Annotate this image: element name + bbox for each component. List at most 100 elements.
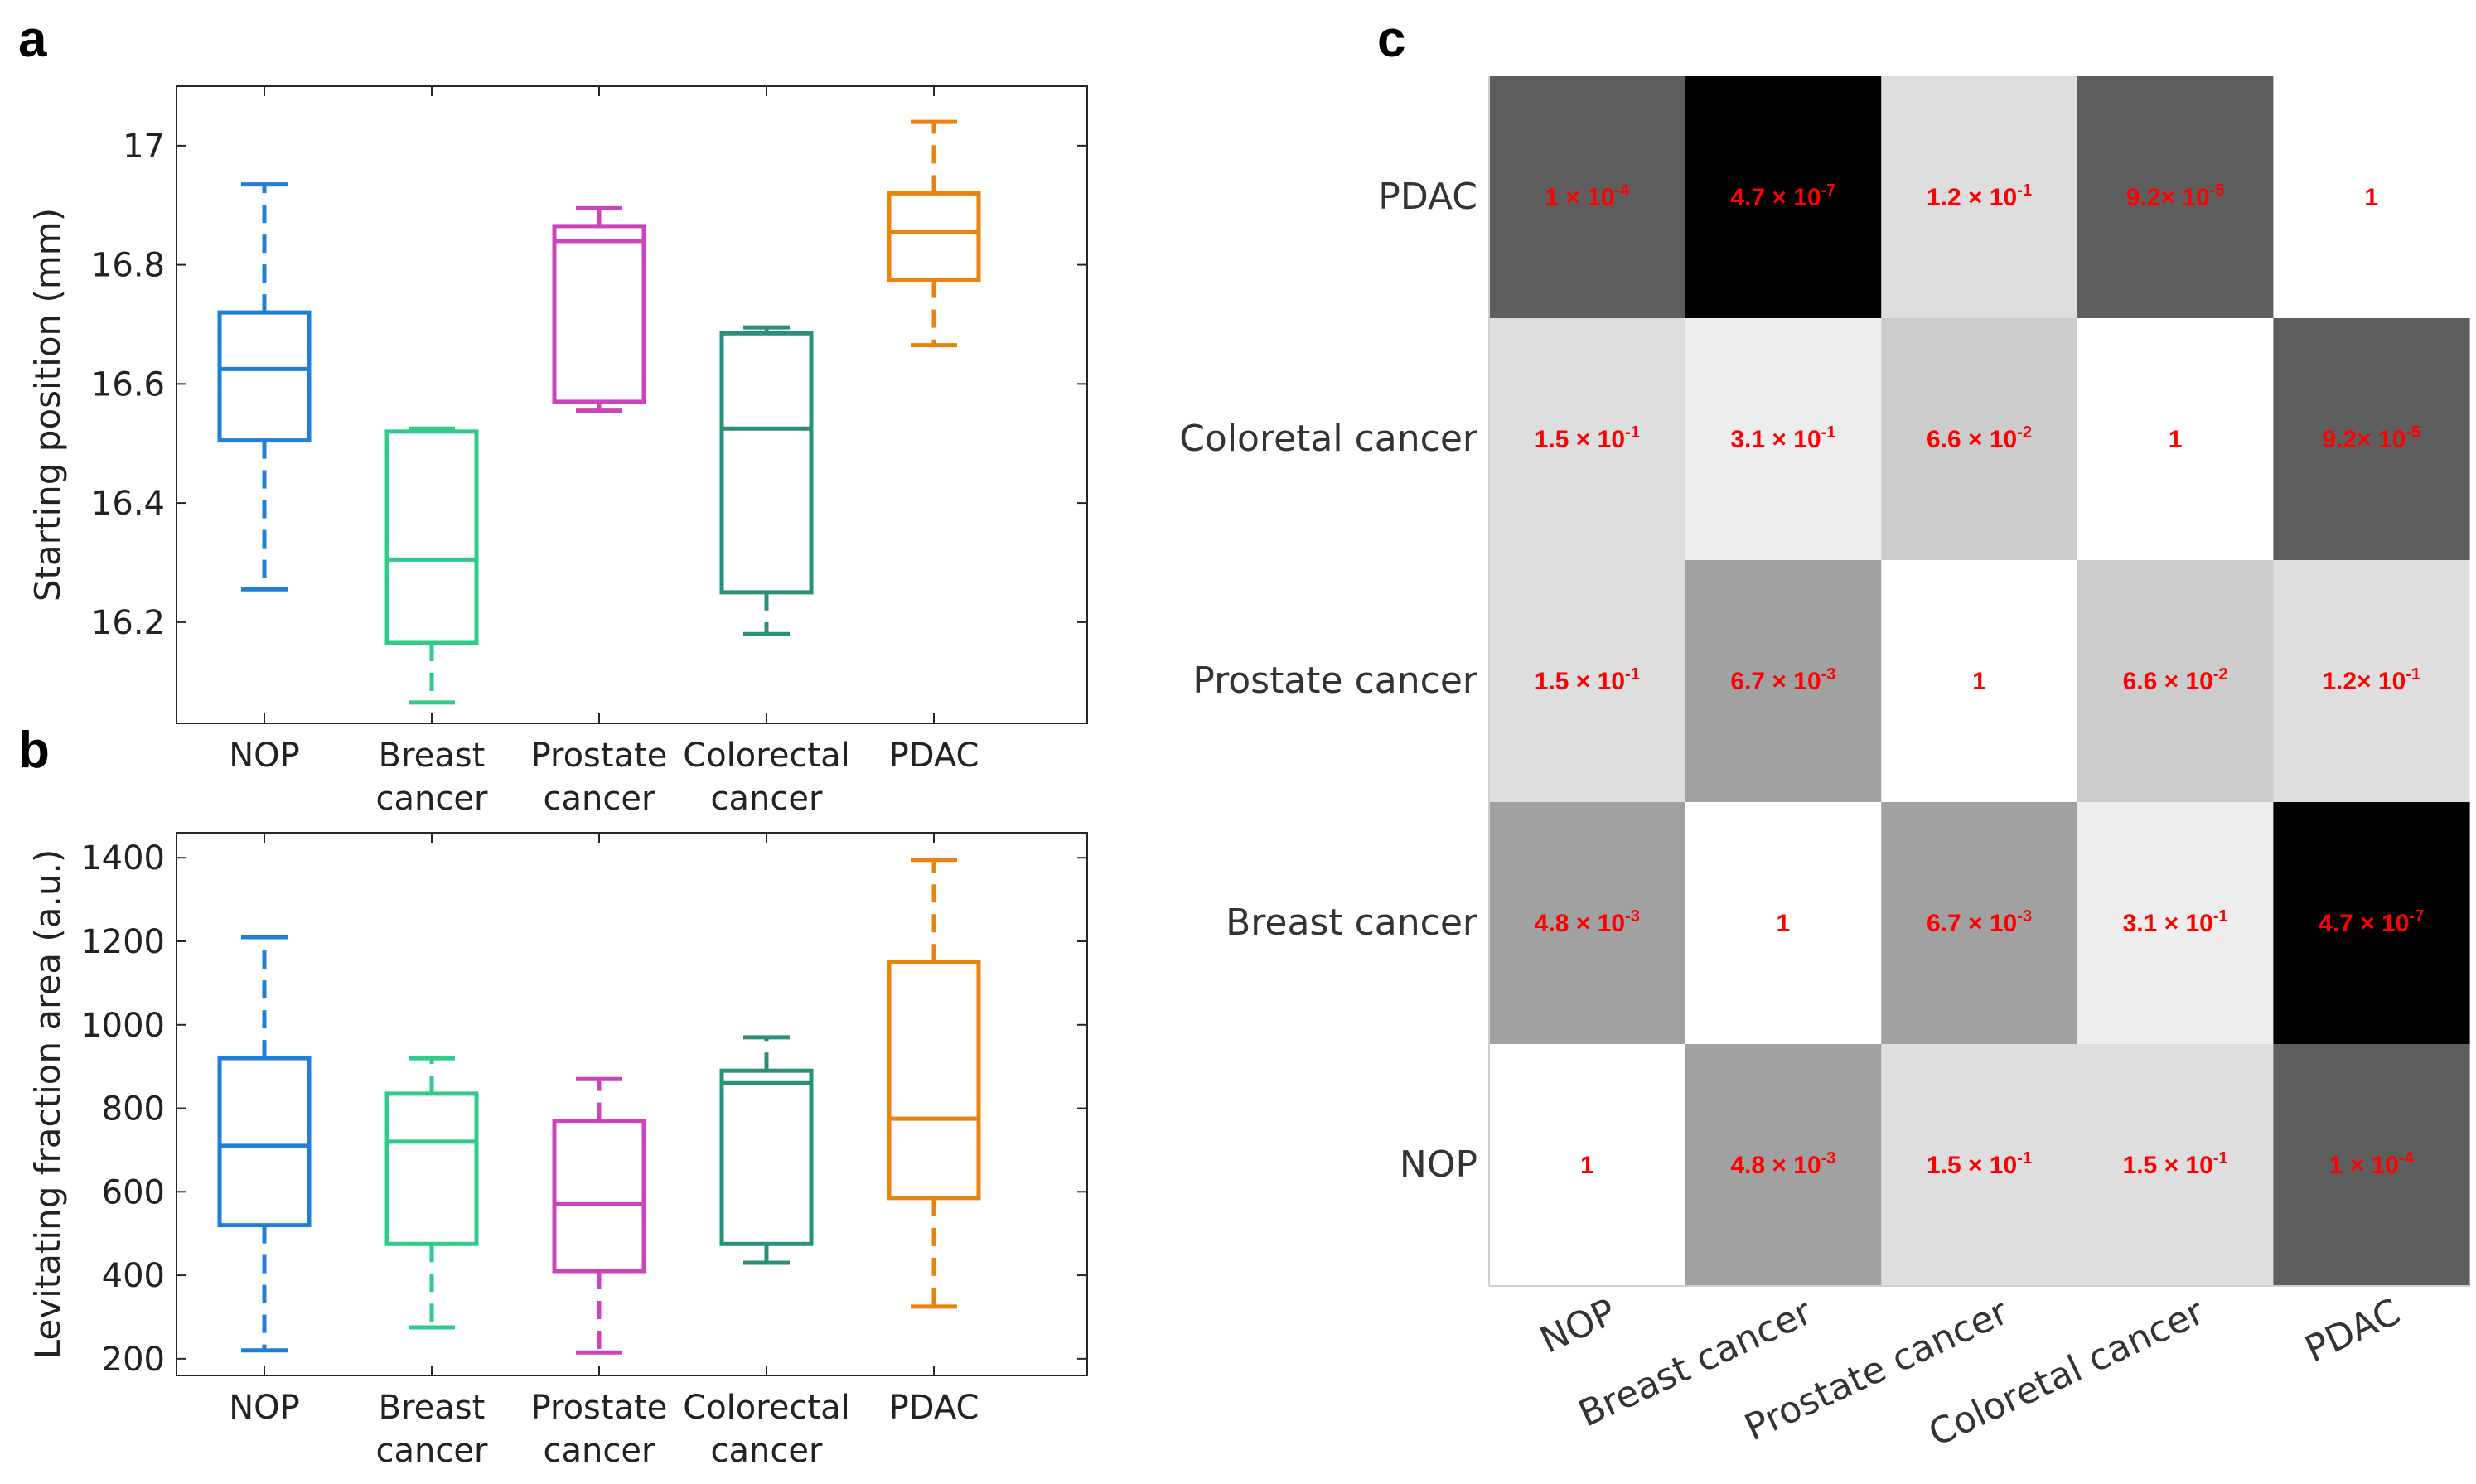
x-tick-label: Colorectal [683, 1389, 849, 1427]
box-3 [719, 1035, 814, 1265]
box-iqr [384, 1091, 479, 1246]
heatmap-row-label: Breast cancer [1226, 902, 1478, 944]
p-value-label: 1.5 × 10-1 [1535, 423, 1640, 453]
heatmap-cell [2273, 560, 2470, 803]
x-tick-label-line2: cancer [376, 780, 488, 818]
y-tick-label: 1200 [80, 923, 165, 961]
heatmap-row-label: Prostate cancer [1192, 660, 1478, 702]
p-value-label: 1 [1972, 668, 1986, 695]
box-4 [887, 858, 981, 1309]
box-2 [552, 1076, 646, 1355]
p-value-label: 3.1 × 10-1 [1730, 423, 1835, 453]
heatmap-cell [1881, 1044, 2078, 1287]
box-iqr [384, 429, 479, 645]
heatmap-cell [1685, 318, 1882, 561]
x-tick-label: Breast [379, 737, 486, 775]
x-tick-label: Prostate [531, 1389, 668, 1427]
y-tick-label: 16.8 [91, 247, 165, 285]
heatmap-cell [1881, 560, 2078, 803]
heatmap-cell [1685, 1044, 1882, 1287]
p-value-label: 1 [2364, 184, 2378, 211]
y-tick-label: 1400 [80, 839, 165, 877]
heatmap-cell [1881, 318, 2078, 561]
box-iqr [217, 310, 312, 443]
y-tick-label: 16.6 [91, 365, 165, 404]
heatmap-row-label: Coloretal cancer [1179, 418, 1478, 460]
x-tick-label-line2: cancer [711, 1432, 823, 1470]
heatmap-cell [1489, 318, 1686, 561]
box-0 [217, 935, 312, 1353]
heatmap-cell [1685, 560, 1882, 803]
x-tick-label: NOP [229, 737, 300, 775]
heatmap-cell [1685, 802, 1882, 1045]
p-value-label: 9.2× 10-5 [2126, 181, 2225, 211]
y-tick-label: 1000 [80, 1007, 165, 1045]
y-tick-label: 200 [102, 1341, 165, 1379]
box-1 [384, 1056, 479, 1330]
box-iqr [719, 1068, 814, 1246]
y-axis-label: Starting position (mm) [27, 208, 68, 602]
y-tick-label: 800 [102, 1090, 165, 1129]
box-iqr [552, 1119, 646, 1274]
p-value-label: 4.7 × 10-7 [2319, 907, 2424, 937]
heatmap-cell [2273, 318, 2470, 561]
p-value-label: 1 [2169, 426, 2183, 453]
x-tick-label: Breast [379, 1389, 486, 1427]
x-tick-label-line2: cancer [544, 780, 655, 818]
heatmap-cell [1489, 1044, 1686, 1287]
boxplot-starting-position: 16.2 16.4 16.6 16.8 17 NOP Breast cancer Prostat… [27, 85, 1088, 818]
p-value-label: 1 [1777, 910, 1791, 937]
heatmap-cell [1685, 76, 1882, 319]
x-tick-label-line2: cancer [711, 780, 823, 818]
heatmap-cell [1489, 76, 1686, 319]
x-tick-label: Colorectal [683, 737, 849, 775]
y-tick-label: 400 [102, 1257, 165, 1295]
heatmap-cell [2273, 76, 2470, 319]
p-value-label: 1.2 × 10-1 [1927, 181, 2032, 211]
p-value-label: 6.6 × 10-2 [1927, 423, 2032, 453]
heatmap-cell [2273, 1044, 2470, 1287]
box-0 [217, 182, 312, 592]
y-tick-label: 16.2 [91, 604, 165, 642]
heatmap-cell [1489, 560, 1686, 803]
p-value-label: 1 × 10-4 [1545, 181, 1630, 211]
p-value-label: 6.7 × 10-3 [1730, 665, 1835, 695]
heatmap-cell [2077, 1044, 2274, 1287]
p-value-label: 1.5 × 10-1 [1927, 1149, 2032, 1179]
box-iqr [719, 331, 814, 595]
p-value-label: 1.5 × 10-1 [1535, 665, 1640, 695]
heatmap-cell [2077, 76, 2274, 319]
box-iqr [552, 224, 646, 404]
p-value-label: 1 × 10-4 [2329, 1149, 2415, 1179]
y-tick-label: 16.4 [91, 485, 165, 523]
p-value-label: 6.7 × 10-3 [1927, 907, 2032, 937]
p-value-label: 9.2× 10-5 [2322, 423, 2420, 453]
x-tick-label: PDAC [889, 1389, 979, 1427]
boxplot-levitating-fraction: 200 400 600 800 1000 1200 1400 NOP Breast cancer P… [27, 832, 1088, 1470]
heatmap-cell [1881, 76, 2078, 319]
box-3 [719, 325, 814, 636]
x-tick-label: PDAC [889, 737, 979, 775]
x-tick-label: Prostate [531, 737, 668, 775]
panel-letter-b: b [18, 722, 50, 779]
heatmap-cell [2077, 318, 2274, 561]
heatmap-col-label: PDAC [2299, 1291, 2406, 1371]
p-value-label: 4.8 × 10-3 [1730, 1149, 1835, 1179]
heatmap-col-label: NOP [1534, 1291, 1622, 1362]
box-iqr [887, 191, 981, 283]
y-tick-label: 600 [102, 1173, 165, 1211]
plot-frame [176, 85, 1088, 724]
heatmap-p-values: 1 × 10-4 4.7 × 10-7 1.2 × 10-1 9.2× 10-5 1 1.… [1179, 76, 2470, 1455]
p-value-label: 1.2× 10-1 [2322, 665, 2420, 695]
y-tick-label: 17 [123, 128, 165, 166]
p-value-label: 4.8 × 10-3 [1535, 907, 1640, 937]
box-iqr [217, 1056, 312, 1228]
heatmap-cell [1881, 802, 2078, 1045]
panel-letter-a: a [18, 11, 47, 68]
x-tick-label-line2: cancer [376, 1432, 488, 1470]
p-value-label: 1 [1580, 1152, 1594, 1179]
p-value-label: 1.5 × 10-1 [2123, 1149, 2228, 1179]
heatmap-cell [2273, 802, 2470, 1045]
plot-frame [176, 832, 1088, 1376]
